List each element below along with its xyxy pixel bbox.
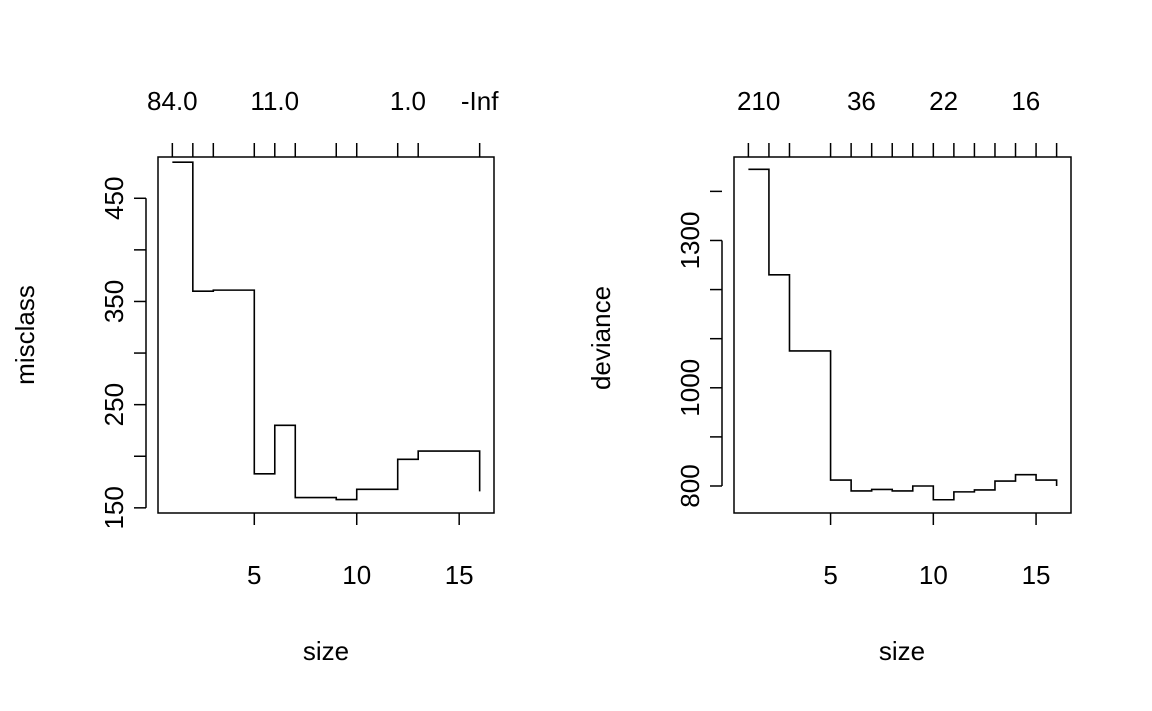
top-tick-label: 22: [929, 86, 958, 116]
x-tick-label: 5: [823, 560, 837, 590]
top-tick-label: 84.0: [147, 86, 198, 116]
y-axis-label: deviance: [586, 286, 616, 390]
y-tick-label: 150: [99, 486, 129, 529]
x-tick-label: 10: [342, 560, 371, 590]
top-axis: 210 36 22 16: [737, 86, 1058, 157]
y-tick-label: 350: [99, 280, 129, 323]
x-tick-label: 15: [1022, 560, 1051, 590]
plot-frame: [157, 156, 495, 514]
y-axis-label: misclass: [10, 285, 40, 385]
y-axis: 150 250 350 450: [99, 177, 147, 530]
y-tick-label: 800: [675, 464, 705, 507]
series-line: [748, 168, 1058, 501]
x-axis-label: size: [879, 636, 925, 666]
top-tick-label: -Inf: [461, 86, 499, 116]
y-tick-label: 1300: [675, 212, 705, 270]
top-tick-label: 210: [737, 86, 780, 116]
top-tick-label: 11.0: [250, 86, 299, 116]
deviance-panel: 5 10 15 800 1000 1300 210 36 22 16 size devianc…: [586, 86, 1072, 666]
top-tick-label: 36: [847, 86, 876, 116]
x-tick-label: 5: [247, 560, 261, 590]
x-axis: 5 10 15: [823, 513, 1051, 590]
y-tick-label: 450: [99, 177, 129, 220]
y-axis: 800 1000 1300: [675, 190, 723, 508]
top-tick-label: 1.0: [390, 86, 426, 116]
series-line: [172, 161, 481, 501]
plot-frame: [733, 156, 1072, 514]
x-tick-label: 10: [919, 560, 948, 590]
y-tick-label: 1000: [675, 359, 705, 417]
y-tick-label: 250: [99, 383, 129, 426]
top-axis: 84.0 11.0 1.0 -Inf: [147, 86, 499, 157]
x-axis: 5 10 15: [247, 513, 474, 590]
x-axis-label: size: [303, 636, 349, 666]
top-tick-label: 16: [1011, 86, 1040, 116]
x-tick-label: 15: [445, 560, 474, 590]
